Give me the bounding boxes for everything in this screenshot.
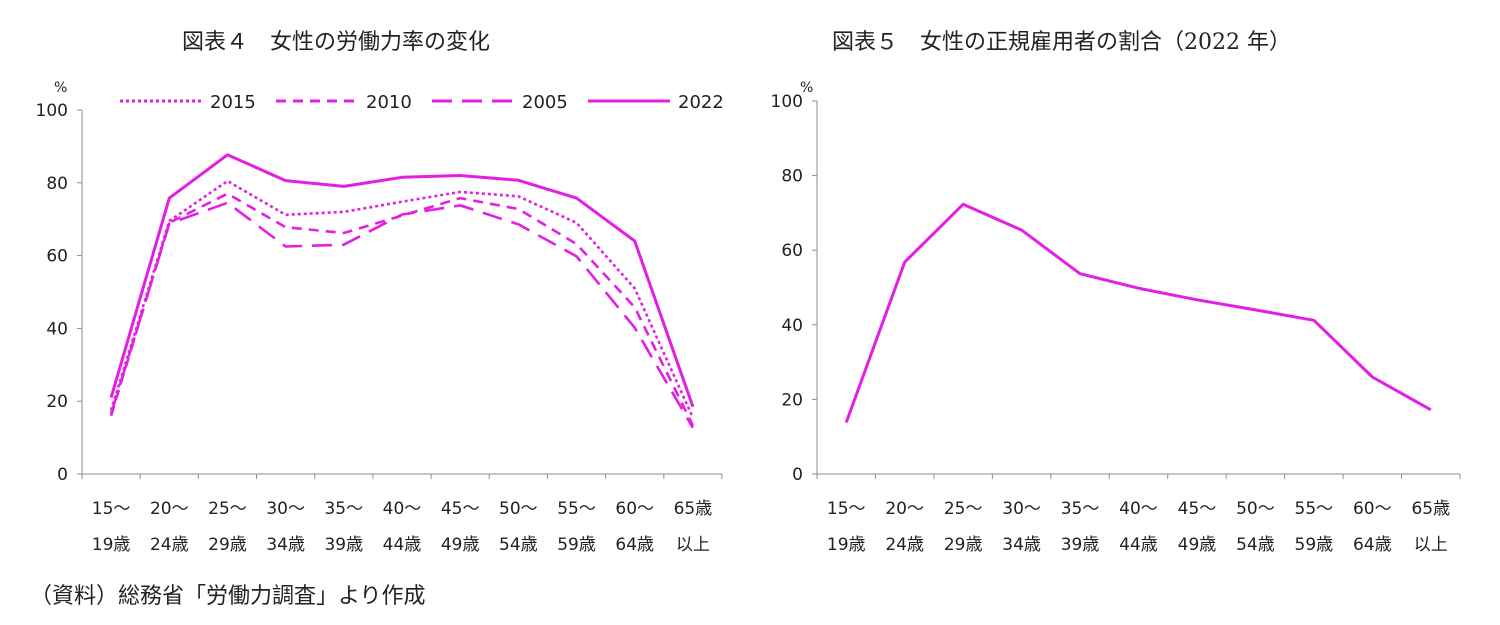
x-tick-label-0-2-line1: 25～	[208, 499, 247, 519]
x-tick-label-1-9-line1: 60～	[1353, 499, 1392, 519]
x-tick-label-1-10-line2: 以上	[1414, 535, 1448, 555]
x-tick-label-1-3-line2: 34歳	[1002, 535, 1041, 555]
x-tick-label-0-2-line2: 29歳	[208, 535, 247, 555]
x-tick-label-0-7-line2: 54歳	[499, 535, 538, 555]
x-tick-label-1-6-line2: 49歳	[1178, 535, 1217, 555]
x-tick-label-1-8-line2: 59歳	[1295, 535, 1334, 555]
x-tick-label-1-4-line2: 39歳	[1061, 535, 1100, 555]
unit-label-0: %	[54, 80, 67, 96]
series-line-0-2022	[109, 153, 695, 408]
y-tick-label-0-1: 20	[46, 392, 68, 412]
y-tick-label-0-5: 100	[36, 101, 68, 121]
x-tick-label-1-0-line1: 15～	[827, 499, 866, 519]
series-line-0-2015	[109, 179, 695, 419]
x-tick-label-1-6-line1: 45～	[1178, 499, 1217, 519]
y-tick-label-1-4: 80	[781, 167, 803, 187]
x-tick-label-0-4-line1: 35～	[324, 499, 363, 519]
legend-label-2010: 2010	[366, 92, 412, 113]
x-tick-label-1-5-line1: 40～	[1119, 499, 1158, 519]
x-tick-label-1-4-line1: 35～	[1061, 499, 1100, 519]
x-tick-label-0-5-line1: 40～	[383, 499, 422, 519]
x-tick-label-0-3-line1: 30～	[266, 499, 305, 519]
x-tick-label-0-9-line1: 60～	[615, 499, 654, 519]
x-tick-label-1-2-line2: 29歳	[944, 535, 983, 555]
x-tick-label-0-9-line2: 64歳	[615, 535, 654, 555]
y-tick-label-0-0: 0	[57, 465, 68, 485]
x-tick-label-0-10-line2: 以上	[676, 535, 710, 555]
x-tick-label-0-1-line1: 20～	[150, 499, 189, 519]
x-tick-label-1-1-line1: 20～	[885, 499, 924, 519]
y-tick-label-1-2: 40	[781, 316, 803, 336]
x-tick-label-1-3-line1: 30～	[1002, 499, 1041, 519]
x-tick-label-1-7-line1: 50～	[1236, 499, 1275, 519]
x-tick-label-1-0-line2: 19歳	[827, 535, 866, 555]
x-tick-label-0-4-line2: 39歳	[324, 535, 363, 555]
x-tick-label-1-5-line2: 44歳	[1119, 535, 1158, 555]
y-tick-label-1-1: 20	[781, 390, 803, 410]
x-tick-label-0-1-line2: 24歳	[150, 535, 189, 555]
series-line-0-2010	[109, 192, 695, 427]
y-tick-label-0-2: 40	[46, 319, 68, 339]
x-tick-label-0-6-line2: 49歳	[441, 535, 480, 555]
x-tick-label-0-10-line1: 65歳	[674, 499, 713, 519]
legend-label-2015: 2015	[210, 92, 256, 113]
chart-title-right: 図表５ 女性の正規雇用者の割合（2022 年）	[832, 30, 1291, 55]
x-tick-label-1-8-line1: 55～	[1295, 499, 1334, 519]
chart-title-left: 図表４ 女性の労働力率の変化	[182, 30, 491, 55]
series-line-1-0	[844, 202, 1432, 424]
legend-label-2005: 2005	[522, 92, 568, 113]
series-line-0-2005	[109, 201, 695, 429]
x-tick-label-1-1-line2: 24歳	[885, 535, 924, 555]
x-tick-label-0-5-line2: 44歳	[383, 535, 422, 555]
x-tick-label-0-8-line2: 59歳	[557, 535, 596, 555]
x-tick-label-1-9-line2: 64歳	[1353, 535, 1392, 555]
x-tick-label-0-6-line1: 45～	[441, 499, 480, 519]
legend-label-2022: 2022	[678, 92, 724, 113]
y-tick-label-1-5: 100	[771, 92, 803, 112]
x-tick-label-0-8-line1: 55～	[557, 499, 596, 519]
y-tick-label-1-0: 0	[792, 465, 803, 485]
x-tick-label-0-7-line1: 50～	[499, 499, 538, 519]
y-tick-label-1-3: 60	[781, 241, 803, 261]
x-tick-label-0-0-line2: 19歳	[92, 535, 131, 555]
source-note: （資料）総務省「労働力調査」より作成	[30, 584, 426, 609]
x-tick-label-1-2-line1: 25～	[944, 499, 983, 519]
x-tick-label-1-7-line2: 54歳	[1236, 535, 1275, 555]
y-tick-label-0-3: 60	[46, 247, 68, 267]
x-tick-label-1-10-line1: 65歳	[1411, 499, 1450, 519]
unit-label-1: %	[800, 80, 813, 96]
x-tick-label-0-3-line2: 34歳	[266, 535, 305, 555]
y-tick-label-0-4: 80	[46, 174, 68, 194]
x-tick-label-0-0-line1: 15～	[92, 499, 131, 519]
